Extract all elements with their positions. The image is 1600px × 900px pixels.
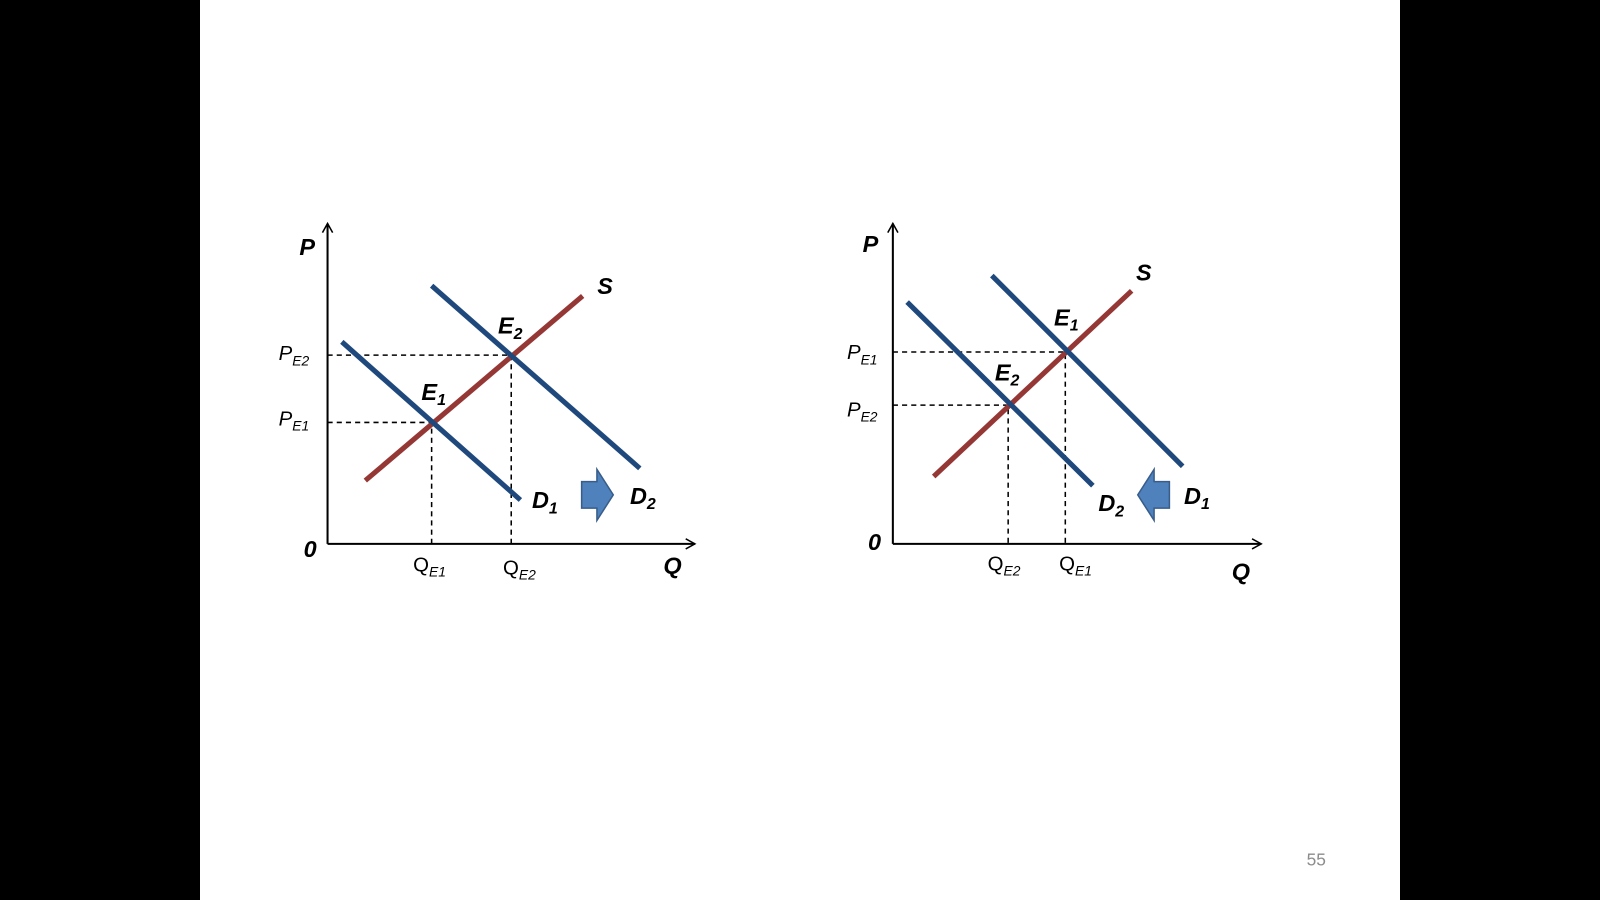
demand-curve-2 [905, 300, 1095, 488]
quantity-label-sub: E1 [1075, 563, 1092, 579]
point-label-main: E [995, 360, 1012, 386]
point-label-sub: 1 [1070, 318, 1079, 335]
demand-curve-2 [429, 283, 642, 471]
quantity-label: QE1 [1059, 553, 1092, 578]
point-label-main: E [421, 379, 438, 405]
price-label: PE1 [279, 409, 310, 434]
axis-label: P [863, 231, 879, 257]
quantity-label-main: Q [413, 554, 429, 576]
point-label-main: E [1054, 305, 1071, 331]
curve-label-sub: 1 [549, 500, 558, 517]
quantity-label-main: Q [1059, 553, 1075, 575]
slide-background [200, 0, 1400, 900]
price-label-main: P [847, 342, 861, 364]
point-label-sub: 1 [437, 392, 446, 409]
price-label: PE2 [847, 399, 878, 424]
point-label: E2 [498, 313, 523, 343]
quantity-label-main: Q [503, 557, 519, 579]
quantity-label-sub: E1 [429, 564, 446, 580]
origin-label: 0 [304, 536, 317, 562]
demand-curve-1 [990, 273, 1185, 469]
point-label-main: E [498, 313, 515, 339]
price-label-sub: E1 [292, 418, 309, 434]
price-label: PE2 [279, 343, 310, 368]
curve-label-main: D [630, 483, 647, 509]
price-label-sub: E2 [292, 352, 309, 368]
demand-curve-1 [340, 339, 523, 502]
curve-label-sub: 2 [646, 496, 656, 513]
curve-label-main: D [1184, 483, 1201, 509]
quantity-label: QE2 [503, 557, 536, 582]
supply-curve [363, 293, 585, 483]
curve-label-main: D [1098, 490, 1115, 516]
quantity-label-sub: E2 [519, 567, 536, 583]
axis-label: Q [663, 552, 681, 578]
quantity-label-sub: E2 [1004, 563, 1021, 579]
curve-label: S [597, 273, 613, 299]
point-label: E1 [1054, 305, 1079, 335]
curve-label: D2 [630, 483, 656, 513]
quantity-label: QE1 [413, 554, 446, 579]
diagram-1 [321, 221, 697, 550]
origin-label: 0 [868, 529, 881, 555]
diagram-2 [887, 221, 1263, 550]
curve-label-sub: 2 [1114, 503, 1124, 520]
axis-label: P [299, 234, 315, 260]
curve-label: S [1136, 260, 1152, 286]
price-label-sub: E1 [861, 351, 878, 367]
curve-label: D2 [1098, 490, 1124, 520]
quantity-label: QE2 [988, 553, 1021, 578]
shift-arrow-right [580, 466, 615, 524]
point-label: E2 [995, 360, 1020, 390]
supply-curve [931, 288, 1134, 479]
curve-label: D1 [532, 487, 558, 517]
price-label-main: P [847, 399, 861, 421]
curve-label-main: D [532, 487, 549, 513]
point-label-sub: 2 [513, 326, 523, 343]
price-label: PE1 [847, 342, 878, 367]
page-number: 55 [1307, 849, 1326, 869]
point-label-sub: 2 [1010, 373, 1020, 390]
price-label-sub: E2 [861, 408, 878, 424]
quantity-label-main: Q [988, 553, 1004, 575]
curve-label: D1 [1184, 483, 1210, 513]
price-label-main: P [279, 343, 293, 365]
point-label: E1 [421, 379, 446, 409]
price-label-main: P [279, 409, 293, 431]
shift-arrow-left [1136, 466, 1171, 524]
axis-label: Q [1232, 559, 1250, 585]
curve-label-sub: 1 [1201, 496, 1210, 513]
